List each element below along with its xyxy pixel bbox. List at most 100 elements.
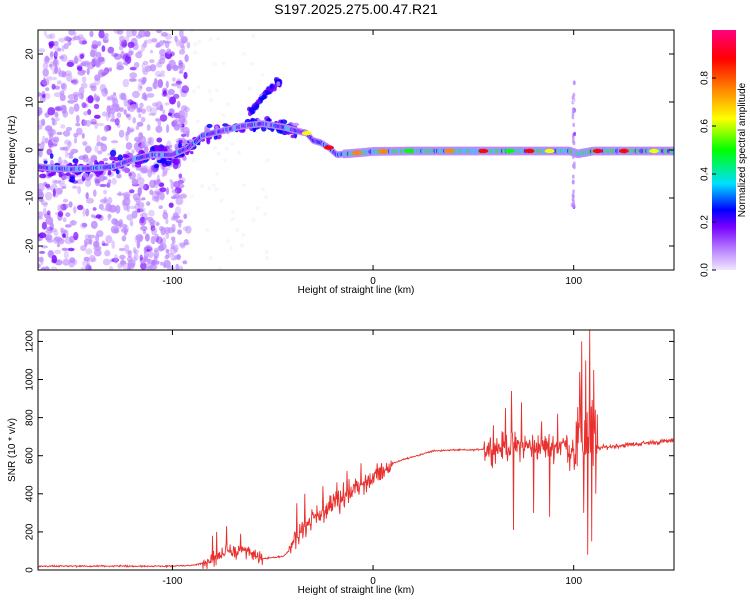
spectrogram-mark: [157, 245, 165, 252]
spectrogram-mark: [104, 32, 109, 39]
spectrogram-mark: [184, 54, 189, 63]
spectrogram-mark: [137, 177, 145, 185]
spectrogram-mark: [175, 219, 184, 224]
spectrogram-mark: [111, 218, 118, 225]
spectrogram-mark: [127, 113, 132, 121]
spectrogram-mark: [62, 110, 68, 118]
spectrogram-mark: [49, 51, 54, 58]
spectrogram-mark: [128, 171, 136, 180]
snr-xtick-label: -100: [162, 576, 182, 587]
spectrogram-mark: [135, 51, 143, 59]
spectrogram-mark: [44, 125, 53, 132]
spectrogram-mark: [207, 186, 212, 191]
spectrogram-mark: [150, 235, 156, 245]
spectrogram-mark: [136, 208, 141, 213]
spectrogram-mark: [38, 263, 41, 269]
spectrogram-mark: [110, 140, 119, 144]
spectrogram-mark: [108, 67, 113, 72]
spectrogram-mark: [76, 66, 83, 71]
spectrogram-mark: [43, 202, 48, 208]
spectrogram-mark: [40, 267, 46, 270]
spectrogram-mark: [122, 78, 129, 88]
spectrogram-mark: [62, 130, 71, 137]
spectrogram-mark: [114, 254, 118, 262]
spectrogram-mark: [247, 86, 252, 91]
spectrogram-mark: [196, 119, 200, 124]
spectrogram-mark: [165, 80, 169, 89]
spectrogram-mark: [152, 81, 158, 90]
spectrogram-mark: [218, 266, 223, 270]
spectrogram-mark: [269, 84, 274, 89]
spectrogram-mark: [141, 197, 146, 201]
spectrogram-mark: [272, 86, 277, 92]
spectrogram-mark: [147, 169, 153, 178]
spectrogram-mark: [68, 201, 73, 208]
spectrogram-mark: [158, 205, 163, 210]
spectrogram-mark: [118, 45, 124, 51]
spectrogram-mark: [139, 85, 143, 89]
spectrogram-mark: [156, 30, 162, 34]
spectrogram-mark: [67, 141, 72, 148]
spectrogram-mark: [103, 125, 109, 133]
spectrogram-mark: [110, 149, 117, 157]
spectrogram-mark: [141, 79, 146, 85]
spectrogram-mark: [101, 45, 106, 52]
spectrogram-mark: [65, 126, 73, 132]
spectrogram-mark: [263, 195, 268, 200]
spectrogram-mark: [69, 176, 76, 183]
spectrogram-mark: [180, 133, 187, 137]
spectrogram-mark: [571, 174, 575, 179]
spectrogram-mark: [139, 254, 143, 261]
spectrogram-mark: [45, 183, 51, 188]
spectrogram-mark: [43, 30, 48, 36]
spectrogram-mark: [143, 251, 149, 259]
spectrogram-mark: [571, 180, 575, 185]
spectrogram-mark: [255, 99, 260, 105]
spectrogram-mark: [165, 248, 170, 254]
spectrogram-mark: [139, 183, 147, 190]
spectrogram-mark: [62, 233, 66, 238]
spectrogram-mark: [175, 80, 183, 85]
spectrogram-mark: [86, 258, 90, 267]
spectrogram-mark: [151, 226, 158, 236]
spectrogram-mark: [215, 88, 219, 93]
spectrogram-mark: [135, 201, 140, 206]
spectrogram-mark: [147, 251, 154, 258]
spectrogram-mark: [214, 187, 219, 192]
spectrogram-mark: [118, 129, 125, 138]
spectrogram-mark: [101, 111, 108, 117]
spectrogram-mark: [181, 105, 188, 112]
spectrogram-mark: [51, 255, 57, 264]
spectrogram-mark: [173, 93, 180, 99]
spectrogram-mark: [178, 193, 187, 199]
spectrogram-mark: [54, 111, 59, 118]
spectrogram-mark: [123, 229, 128, 236]
spectrogram-mark: [152, 102, 158, 107]
spectrogram-mark: [165, 167, 170, 171]
spectrogram-mark: [573, 164, 576, 170]
spectrogram-mark: [59, 55, 64, 60]
spectrogram-mark: [93, 114, 101, 119]
spectrogram-mark: [63, 250, 69, 260]
spectrogram-mark: [96, 230, 104, 238]
spectrogram-mark: [118, 247, 126, 252]
spectrogram-mark: [116, 173, 122, 179]
spectrogram-mark: [97, 150, 103, 155]
spectrogram-mark: [148, 112, 156, 116]
spectrogram-mark: [149, 189, 154, 196]
spectrogram-mark: [94, 249, 102, 257]
spectrogram-mark: [53, 180, 62, 184]
spectrogram-mark: [206, 123, 213, 128]
spectrogram-mark: [116, 65, 124, 71]
spectrogram-mark: [109, 265, 114, 270]
spectrogram-mark: [157, 73, 166, 77]
spectrogram-mark: [73, 231, 79, 241]
spectrogram-mark: [54, 117, 61, 122]
spectrogram-mark: [143, 183, 150, 191]
spectrogram-mark: [618, 148, 629, 154]
spectrogram-mark: [43, 160, 48, 164]
spectrogram-mark: [49, 33, 56, 40]
spectrogram-mark: [229, 246, 234, 251]
spectrogram-mark: [73, 206, 77, 214]
spectrogram-mark: [209, 98, 213, 103]
